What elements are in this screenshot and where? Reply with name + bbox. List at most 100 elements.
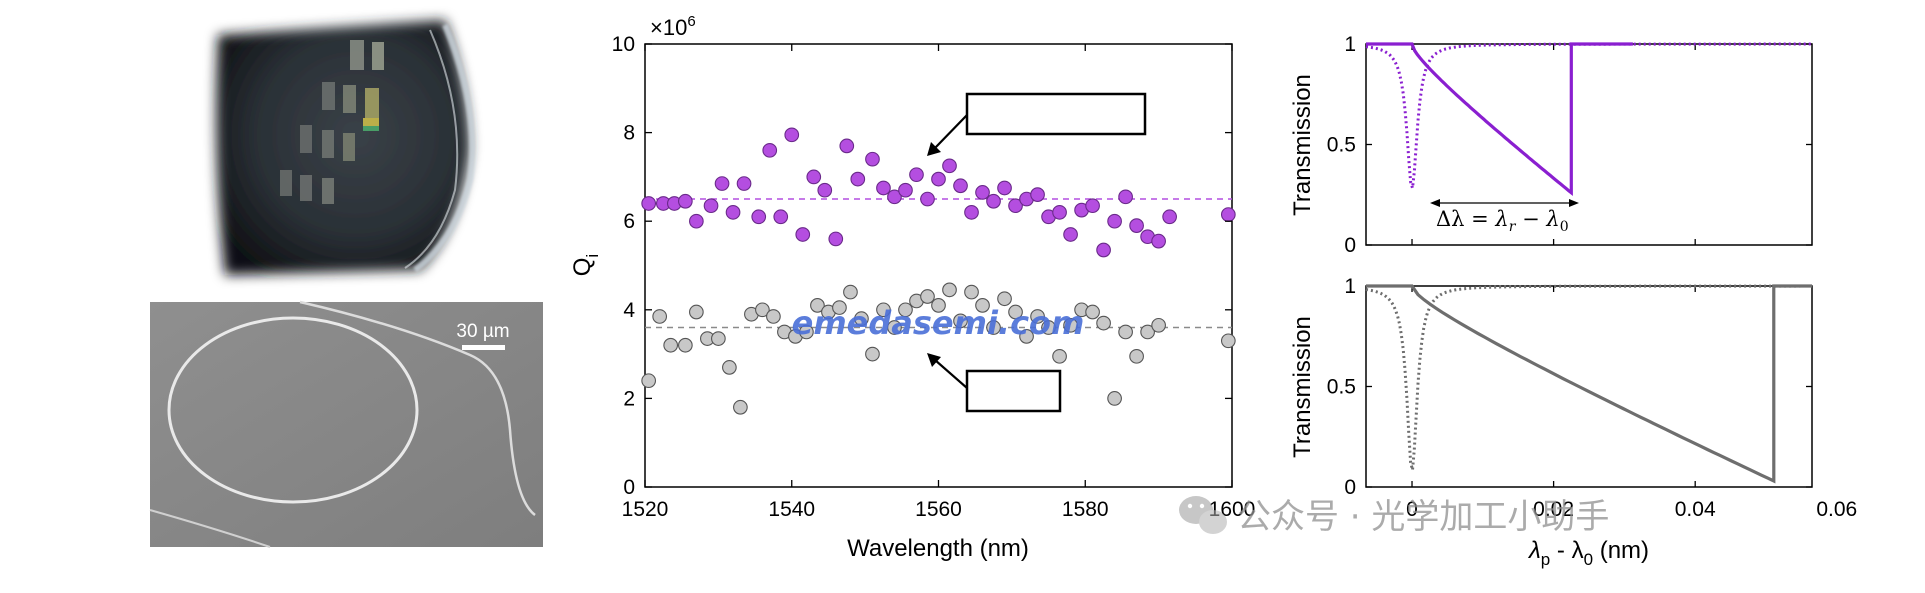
bottom-y-axis-label: Transmission [1289, 316, 1316, 458]
purple-data-point [1107, 213, 1122, 229]
delta-lambda-arrowhead-left [1430, 199, 1440, 207]
gray-data-point [887, 320, 902, 335]
gray-data-point [865, 346, 880, 362]
purple-data-point [795, 227, 811, 242]
trans-y-tick-label: 0.5 [1327, 134, 1356, 157]
gray-data-point [1063, 317, 1078, 333]
trans-x-tick-label: 0.02 [1533, 498, 1574, 521]
gray-data-point [733, 399, 748, 415]
svg-text:Transmission: Transmission [1289, 74, 1316, 216]
gray-data-point [953, 313, 968, 329]
gray-data-point [876, 302, 891, 318]
transmission-chart-bottom: 0 0.5 1 0 0.02 0.04 0.06 Transmission λp - λ0 … [1289, 275, 1857, 569]
q-x-tick-label: 1540 [768, 498, 815, 521]
purple-annotation-arrow [934, 114, 968, 149]
gray-data-point [1030, 309, 1045, 324]
purple-data-point [909, 167, 924, 183]
purple-data-point [887, 189, 902, 205]
gray-data-point [1220, 333, 1236, 349]
trans-y-tick-label: 1 [1344, 33, 1356, 56]
q-y-axis-label: Qi [569, 254, 602, 276]
transmission-chart-top: 0 0.5 1 Δλ = λr − λ0 Transmission [1289, 33, 1813, 257]
q-x-tick-label: 1580 [1062, 498, 1109, 521]
purple-data-point [773, 209, 789, 225]
q-y-tick-label: 10 [612, 33, 635, 56]
purple-data-point [1052, 204, 1067, 220]
gray-arrowhead [927, 353, 941, 367]
purple-data-point [806, 169, 822, 185]
purple-data-point [898, 182, 913, 198]
gray-annotation-arrow [934, 359, 968, 389]
gray-data-point [964, 284, 979, 300]
purple-data-point [964, 204, 979, 220]
top-y-axis-label: Transmission [1289, 74, 1316, 216]
purple-data-point [736, 176, 752, 191]
purple-data-point [876, 180, 891, 196]
gray-data-point [1129, 348, 1144, 364]
purple-data-point [678, 193, 693, 209]
purple-data-point [865, 151, 880, 167]
gray-data-point [1041, 320, 1056, 335]
wafer-chips [280, 40, 384, 204]
gray-data-point [942, 282, 957, 298]
trans-y-tick-label: 0 [1344, 234, 1356, 257]
wechat-icon [1179, 496, 1227, 534]
purple-data-point [784, 127, 800, 143]
purple-data-point [1220, 207, 1236, 222]
q-y-tick-label: 8 [623, 122, 635, 145]
gray-data-point [766, 309, 781, 324]
scale-bar [462, 345, 505, 350]
gray-data-point [755, 302, 770, 318]
gray-data-point [1052, 348, 1067, 364]
gray-data-point [832, 300, 847, 315]
trans-x-tick-label: 0.04 [1675, 498, 1716, 521]
purple-data-point [828, 231, 844, 247]
purple-data-point [641, 196, 657, 211]
purple-data-point [1063, 227, 1078, 242]
gray-data-point [975, 298, 990, 313]
purple-data-point [725, 204, 741, 220]
trans-x-tick-label: 0 [1406, 498, 1418, 521]
purple-data-point [997, 180, 1012, 196]
gray-data-point [1019, 329, 1034, 344]
gray-data-point [986, 320, 1001, 335]
q-y-multiplier: ×106 [650, 13, 696, 40]
purple-data-point [1008, 198, 1023, 214]
watermark-center: emedasemi.com [792, 304, 1085, 342]
scale-bar-label: 30 µm [456, 321, 509, 342]
gray-data-point [799, 324, 814, 340]
gray-data-point [711, 331, 726, 346]
watermark-bottom-right: 公众号 · 光学加工小助手 [1237, 497, 1609, 537]
gray-data-point [1118, 324, 1133, 340]
top-solid-curve [1366, 42, 1633, 196]
purple-data-point [1030, 187, 1045, 202]
gray-data-point [854, 311, 869, 327]
purple-data-point [1096, 242, 1111, 258]
purple-data-point [931, 171, 946, 187]
gray-data-point [652, 309, 668, 324]
q-y-tick-label: 6 [623, 210, 635, 233]
gray-data-point [1140, 324, 1155, 340]
purple-data-point [1085, 198, 1100, 214]
purple-data-point [839, 138, 855, 154]
purple-data-point [1162, 209, 1177, 225]
gray-data-point [689, 304, 704, 320]
bottom-chart-frame [1365, 285, 1813, 488]
q-y-tick-label: 2 [623, 387, 635, 410]
q-x-tick-label: 1520 [622, 498, 669, 521]
sem-image: 30 µm [149, 300, 543, 548]
delta-lambda-arrowhead-right [1569, 199, 1579, 207]
trans-x-tick-label: 0.06 [1816, 498, 1857, 521]
purple-data-point [1129, 218, 1144, 233]
trans-y-tick-label: 1 [1344, 275, 1356, 298]
trans-y-tick-label: 0.5 [1327, 376, 1356, 399]
purple-data-point [986, 193, 1001, 209]
purple-data-point [817, 182, 833, 198]
purple-data-point [920, 191, 935, 207]
q-x-tick-label: 1560 [915, 498, 962, 521]
q-x-axis-label: Wavelength (nm) [847, 535, 1029, 562]
gray-data-point [1096, 315, 1111, 331]
purple-arrowhead [927, 142, 941, 156]
svg-text:Transmission: Transmission [1289, 316, 1316, 458]
purple-data-point [975, 185, 990, 200]
